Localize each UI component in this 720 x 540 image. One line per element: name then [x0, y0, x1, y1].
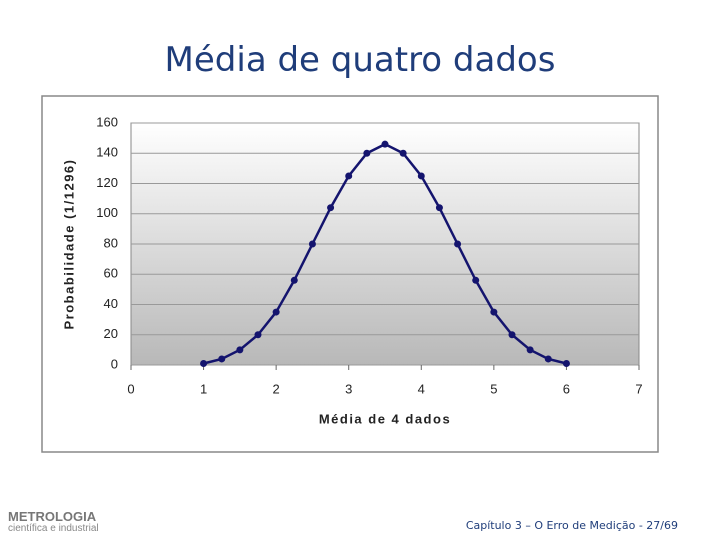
y-tick-label: 100: [96, 205, 118, 220]
data-point: [381, 140, 389, 148]
data-point: [454, 240, 462, 248]
data-point: [254, 331, 262, 339]
x-tick-label: 7: [635, 381, 642, 396]
x-tick-label: 2: [273, 381, 280, 396]
x-tick-label: 6: [563, 381, 570, 396]
data-point: [200, 359, 208, 367]
x-tick-label: 1: [200, 381, 207, 396]
y-tick-label: 60: [104, 266, 118, 281]
y-tick-label: 40: [104, 296, 118, 311]
data-point: [508, 331, 516, 339]
data-point: [327, 204, 335, 212]
y-tick-label: 120: [96, 175, 118, 190]
y-tick-label: 140: [96, 145, 118, 160]
data-point: [526, 346, 534, 354]
data-point: [472, 276, 480, 284]
data-point: [308, 240, 316, 248]
x-axis-title: Média de 4 dados: [319, 411, 451, 426]
data-point: [435, 204, 443, 212]
data-point: [363, 149, 371, 157]
x-tick-label: 3: [345, 381, 352, 396]
y-axis-title: Probabilidade (1/1296): [61, 159, 76, 330]
y-tick-label: 160: [96, 114, 118, 129]
slide-title: Média de quatro dados: [164, 40, 556, 80]
y-tick-label: 80: [104, 235, 118, 250]
data-point: [399, 149, 407, 157]
data-point: [490, 308, 498, 316]
x-tick-label: 5: [490, 381, 497, 396]
data-point: [562, 359, 570, 367]
footer: Capítulo 3 – O Erro de Medição - 27/69: [465, 519, 678, 532]
y-tick-label: 0: [111, 356, 118, 371]
x-tick-label: 0: [127, 381, 134, 396]
data-point: [544, 355, 552, 363]
data-point: [417, 172, 425, 180]
logo-name: METROLOGIA: [8, 509, 97, 524]
logo-tagline: científica e industrial: [8, 523, 99, 534]
y-tick-label: 20: [104, 326, 118, 341]
x-tick-label: 4: [418, 381, 425, 396]
data-point: [218, 355, 226, 363]
data-point: [290, 276, 298, 284]
data-point: [272, 308, 280, 316]
data-point: [345, 172, 353, 180]
data-point: [236, 346, 244, 354]
